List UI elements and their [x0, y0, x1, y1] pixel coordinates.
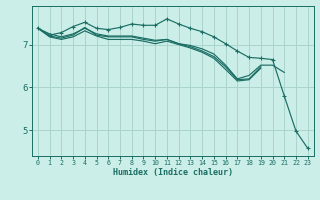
X-axis label: Humidex (Indice chaleur): Humidex (Indice chaleur) — [113, 168, 233, 177]
